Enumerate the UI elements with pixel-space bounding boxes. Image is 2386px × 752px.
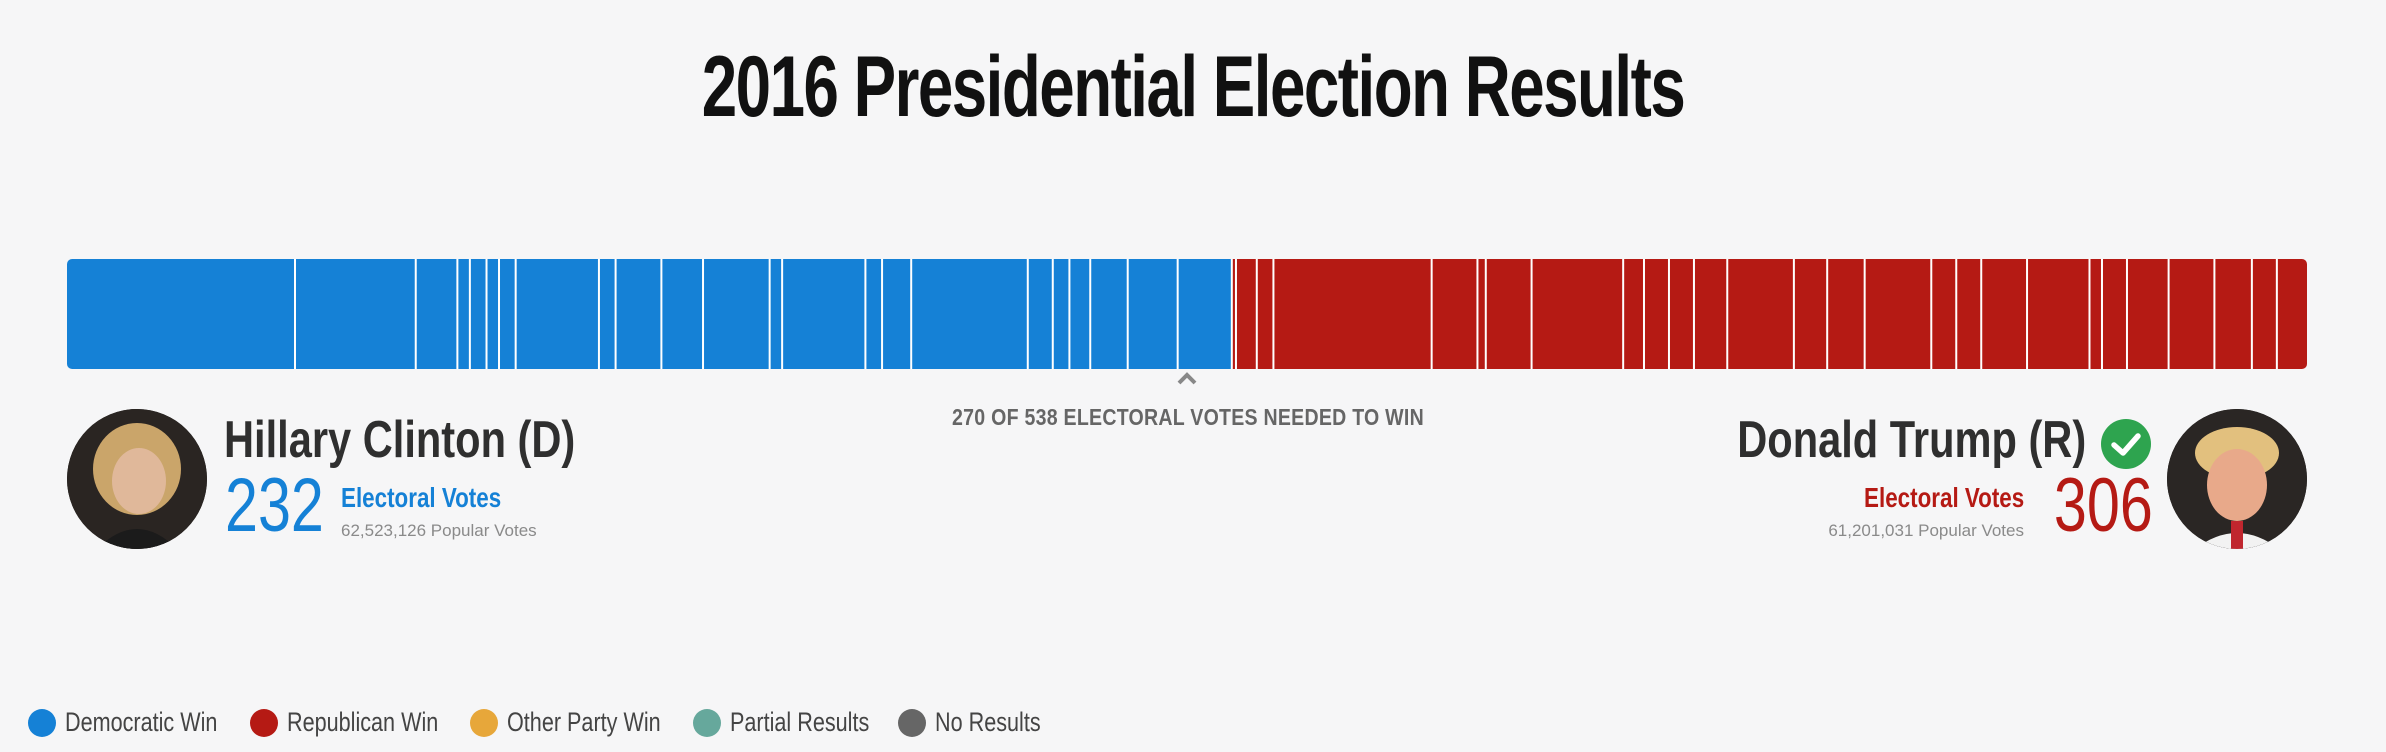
electoral-bar-chart — [67, 259, 2307, 369]
democratic-state-segment[interactable] — [487, 259, 499, 369]
democratic-state-segment[interactable] — [296, 259, 415, 369]
legend-item-democratic: Democratic Win — [28, 707, 228, 738]
legend-item-no-results: No Results — [897, 707, 1041, 738]
legend-dot — [692, 708, 721, 737]
clinton-electoral-votes: 232 — [225, 463, 324, 548]
legend-dot — [28, 708, 56, 737]
democratic-state-segment[interactable] — [67, 259, 294, 369]
democratic-state-segment[interactable] — [500, 259, 515, 369]
republican-state-segment[interactable] — [2127, 259, 2168, 369]
republican-state-segment[interactable] — [1478, 259, 1485, 369]
democratic-state-segment[interactable] — [770, 259, 782, 369]
democratic-state-segment[interactable] — [1053, 259, 1069, 369]
republican-state-segment[interactable] — [1694, 259, 1727, 369]
republican-state-segment[interactable] — [1828, 259, 1864, 369]
democratic-state-segment[interactable] — [866, 259, 882, 369]
legend-label: Democratic Win — [65, 707, 218, 737]
legend-dot — [469, 708, 498, 737]
legend-item-partial: Partial Results — [692, 707, 876, 738]
legend-dot — [249, 708, 278, 737]
legend-label: No Results — [934, 707, 1041, 737]
clinton-name: Hillary Clinton (D) — [224, 411, 576, 469]
republican-state-segment[interactable] — [1624, 259, 1643, 369]
democratic-state-segment[interactable] — [662, 259, 703, 369]
democratic-state-segment[interactable] — [704, 259, 769, 369]
democratic-state-segment[interactable] — [1091, 259, 1127, 369]
democratic-state-segment[interactable] — [883, 259, 911, 369]
republican-state-segment[interactable] — [2215, 259, 2251, 369]
trump-electoral-votes: 306 — [2054, 463, 2153, 548]
democratic-state-segment[interactable] — [616, 259, 661, 369]
check-circle-icon — [2101, 419, 2151, 469]
republican-state-segment[interactable] — [1432, 259, 1477, 369]
democratic-state-segment[interactable] — [416, 259, 457, 369]
democratic-state-segment[interactable] — [470, 259, 486, 369]
republican-state-segment[interactable] — [2252, 259, 2276, 369]
votes-needed-label: 270 OF 538 ELECTORAL VOTES NEEDED TO WIN — [952, 404, 1424, 430]
legend-label: Other Party Win — [506, 707, 661, 737]
democratic-state-segment[interactable] — [458, 259, 469, 369]
democratic-state-segment[interactable] — [1028, 259, 1052, 369]
legend-label: Partial Results — [729, 707, 869, 737]
clinton-electoral-votes-label: Electoral Votes — [341, 482, 502, 513]
republican-state-segment[interactable] — [1982, 259, 2027, 369]
legend-dot — [897, 708, 926, 737]
trump-avatar — [2167, 409, 2307, 549]
republican-state-segment[interactable] — [1644, 259, 1668, 369]
republican-state-segment[interactable] — [2169, 259, 2214, 369]
republican-state-segment[interactable] — [1274, 259, 1431, 369]
clinton-avatar — [67, 409, 207, 549]
republican-state-segment[interactable] — [2090, 259, 2101, 369]
republican-state-segment[interactable] — [1232, 259, 1235, 369]
caret-up-icon — [1177, 372, 1197, 385]
democratic-state-segment[interactable] — [783, 259, 865, 369]
legend-item-other: Other Party Win — [469, 707, 671, 738]
trump-name: Donald Trump (R) — [1737, 411, 2086, 469]
legend: Democratic Win Republican Win Other Part… — [28, 707, 1061, 738]
republican-state-segment[interactable] — [1257, 259, 1273, 369]
democratic-state-segment[interactable] — [599, 259, 615, 369]
legend-label: Republican Win — [286, 707, 438, 737]
republican-state-segment[interactable] — [1932, 259, 1956, 369]
trump-popular-votes: 61,201,031 Popular Votes — [1828, 521, 2024, 540]
republican-state-segment[interactable] — [1486, 259, 1531, 369]
democratic-state-segment[interactable] — [912, 259, 1027, 369]
republican-state-segment[interactable] — [1236, 259, 1256, 369]
republican-state-segment[interactable] — [2028, 259, 2089, 369]
republican-state-segment[interactable] — [1794, 259, 1827, 369]
republican-state-segment[interactable] — [2102, 259, 2126, 369]
trump-electoral-votes-label: Electoral Votes — [1863, 482, 2024, 513]
legend-item-republican: Republican Win — [249, 707, 448, 738]
democratic-state-segment[interactable] — [1178, 259, 1231, 369]
page-title: 2016 Presidential Election Results — [701, 39, 1686, 135]
democratic-state-segment[interactable] — [1128, 259, 1177, 369]
electoral-vote-bar — [67, 259, 2307, 369]
democratic-state-segment[interactable] — [516, 259, 598, 369]
republican-state-segment[interactable] — [1669, 259, 1693, 369]
democratic-state-segment[interactable] — [1070, 259, 1090, 369]
republican-state-segment[interactable] — [1865, 259, 1931, 369]
republican-state-segment[interactable] — [2277, 259, 2307, 369]
clinton-popular-votes: 62,523,126 Popular Votes — [341, 521, 537, 540]
republican-state-segment[interactable] — [1532, 259, 1623, 369]
republican-state-segment[interactable] — [1728, 259, 1793, 369]
republican-state-segment[interactable] — [1957, 259, 1981, 369]
